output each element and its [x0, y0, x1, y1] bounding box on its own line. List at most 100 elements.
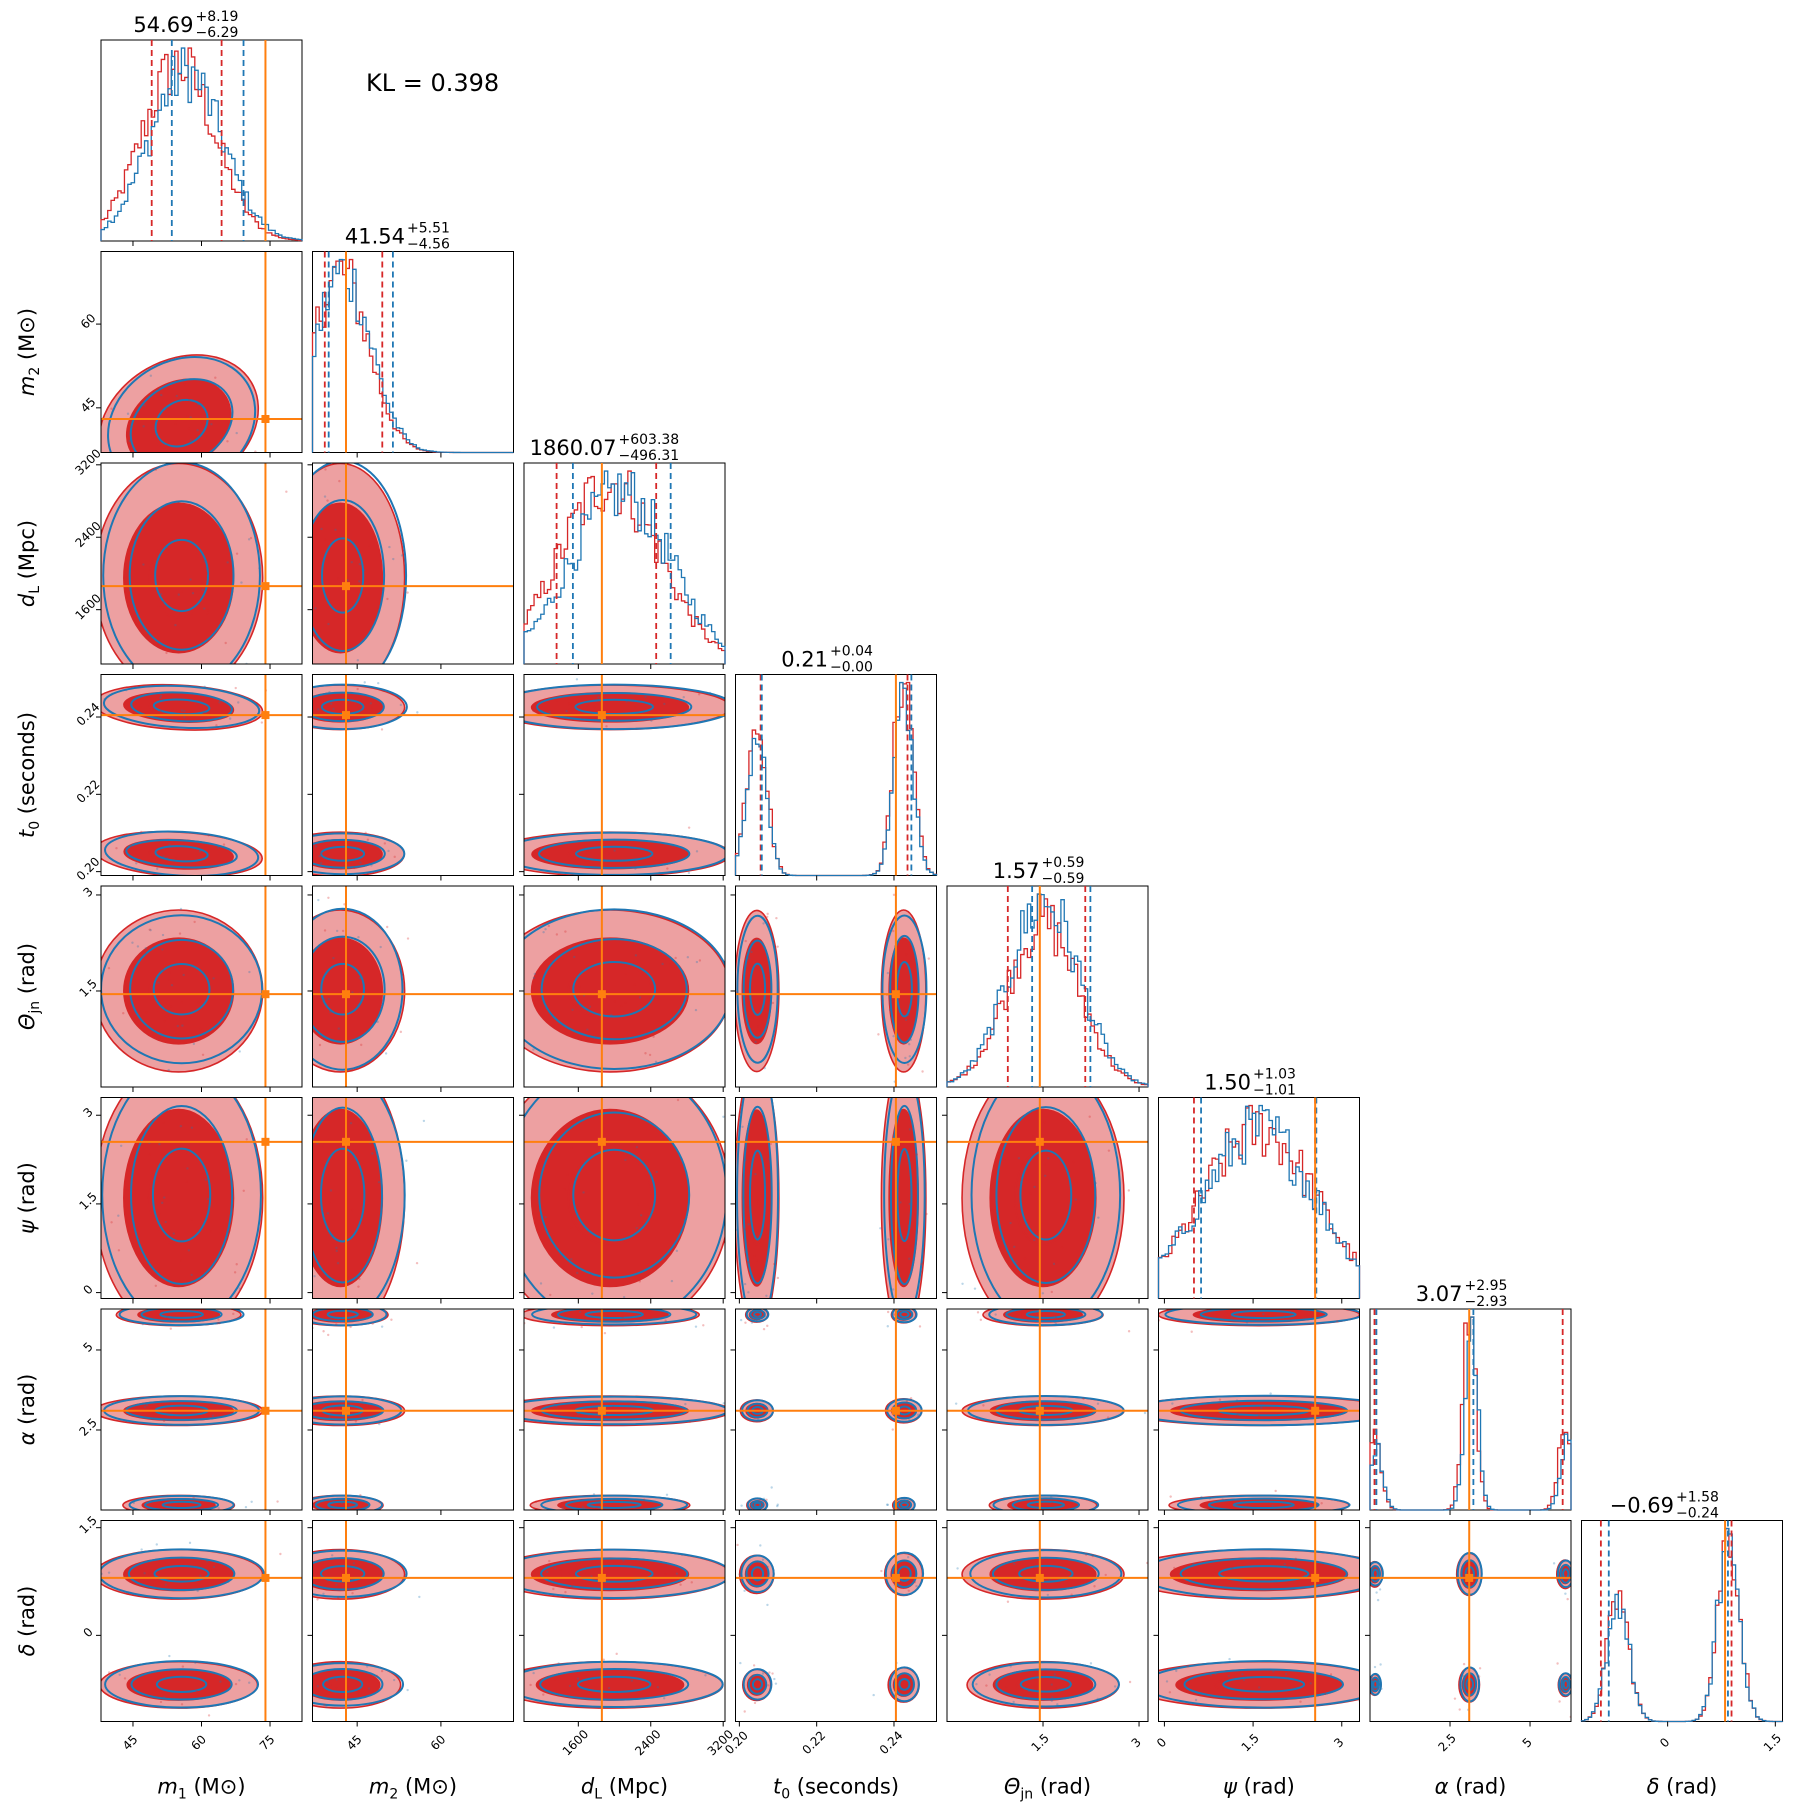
sample-point: [234, 686, 237, 690]
sample-point: [514, 1407, 516, 1409]
panel-content: [282, 463, 514, 664]
sample-point: [327, 1333, 330, 1337]
sample-point: [1309, 1682, 1312, 1685]
sample-point: [178, 932, 182, 935]
histogram-panel-alpha: 3.07 +2.95−2.93: [1369, 1278, 1572, 1511]
truth-marker: [261, 415, 270, 423]
sample-point: [1045, 1153, 1048, 1156]
sample-point: [141, 1322, 144, 1326]
sample-point: [697, 693, 701, 696]
scatter-panel-m1-psi: [100, 1097, 303, 1299]
sample-point: [644, 1052, 647, 1055]
sample-point: [1558, 1687, 1561, 1690]
sample-point: [387, 849, 390, 853]
sample-point: [196, 403, 200, 406]
sample-point: [1561, 1570, 1564, 1574]
truth-marker: [1035, 1137, 1044, 1146]
sample-point: [282, 531, 284, 533]
truth-marker: [1035, 1406, 1044, 1415]
sample-point: [356, 847, 359, 850]
sample-point: [358, 1277, 361, 1281]
scatter-panel-m1-t0: [100, 674, 303, 876]
blue-contour-level-2: [557, 1309, 672, 1323]
blue-contour-level-1: [101, 1097, 262, 1299]
sample-point: [181, 1024, 184, 1027]
sample-point: [326, 1212, 330, 1215]
sample-point: [334, 528, 337, 532]
sample-point: [294, 647, 296, 649]
sample-point: [140, 830, 143, 834]
blue-contour-level-1: [1370, 1672, 1382, 1696]
axis-subscript: jn: [1019, 1787, 1033, 1803]
sample-point: [885, 1503, 889, 1506]
scatter-panel-alpha-delta: [1369, 1520, 1572, 1722]
sample-point: [183, 709, 186, 713]
x-tick-label-m1: 60: [188, 1732, 209, 1753]
sample-point: [891, 1068, 893, 1070]
blue-contour-level-3: [897, 1565, 912, 1582]
histogram-frame: [100, 39, 303, 242]
histogram-panel-m2: 41.54 +5.51−4.56: [311, 221, 514, 454]
panel-frame: [523, 1308, 726, 1511]
sample-point: [217, 1506, 220, 1510]
sample-point: [196, 1589, 199, 1593]
axis-subscript: 0: [27, 821, 43, 830]
truth-marker: [597, 711, 606, 720]
sample-point: [371, 1152, 374, 1155]
truth-marker: [597, 990, 606, 999]
sample-point: [1208, 1497, 1212, 1500]
sample-point: [744, 1250, 747, 1254]
blue-contour-level-2: [536, 692, 693, 722]
sample-point: [148, 1314, 152, 1317]
sample-point: [218, 1322, 221, 1325]
sample-point: [342, 1414, 346, 1418]
sample-point: [532, 1048, 535, 1051]
sample-point: [570, 1258, 573, 1261]
sample-point: [378, 1500, 381, 1504]
sample-point: [182, 973, 185, 977]
sample-point: [336, 1146, 340, 1150]
sample-point: [557, 1662, 560, 1665]
sample-point: [319, 999, 322, 1003]
sample-point: [1020, 1163, 1023, 1166]
sample-point: [1284, 1672, 1288, 1676]
panel-frame: [523, 674, 726, 876]
sample-point: [546, 1570, 549, 1573]
sample-point: [262, 1512, 264, 1514]
sample-point: [305, 1108, 307, 1110]
truth-marker: [597, 1573, 606, 1582]
sample-point: [186, 414, 189, 418]
sample-point: [757, 1691, 760, 1695]
scatter-panel-dL-theta_jn: [523, 885, 726, 1088]
sample-point: [621, 1316, 624, 1319]
sample-point: [248, 970, 251, 974]
sample-point: [266, 1018, 268, 1020]
sample-point: [1425, 1394, 1427, 1396]
sample-point: [149, 374, 153, 377]
panel-frame: [312, 1097, 514, 1299]
sample-point: [908, 1202, 912, 1206]
sample-point: [1070, 1593, 1073, 1596]
sample-point: [674, 956, 677, 960]
sample-point: [758, 1499, 761, 1503]
blue-contour-level-3: [748, 1149, 767, 1241]
blue-contour-level-2: [312, 1667, 384, 1701]
sample-point: [349, 1113, 353, 1117]
sample-point: [1111, 1422, 1113, 1424]
sample-point: [214, 1569, 217, 1573]
sample-point: [91, 1570, 93, 1572]
panel-content: [735, 1068, 937, 1299]
sample-point: [192, 1496, 195, 1499]
sample-point: [776, 945, 779, 948]
sample-point: [1371, 1678, 1374, 1682]
blue-contour-level-3: [574, 845, 654, 862]
sample-point: [335, 1678, 338, 1681]
sample-point: [662, 1313, 666, 1316]
blue-contour-level-3: [1026, 1500, 1066, 1510]
sample-point: [1226, 1414, 1230, 1417]
x-axis-label-m1: m1 (M⊙): [157, 1775, 245, 1803]
scatter-panel-dL-alpha: [514, 1308, 726, 1511]
sample-point: [129, 845, 133, 849]
x-axis-label-delta: δ (rad): [1647, 1775, 1718, 1799]
sample-point: [1214, 1672, 1217, 1676]
